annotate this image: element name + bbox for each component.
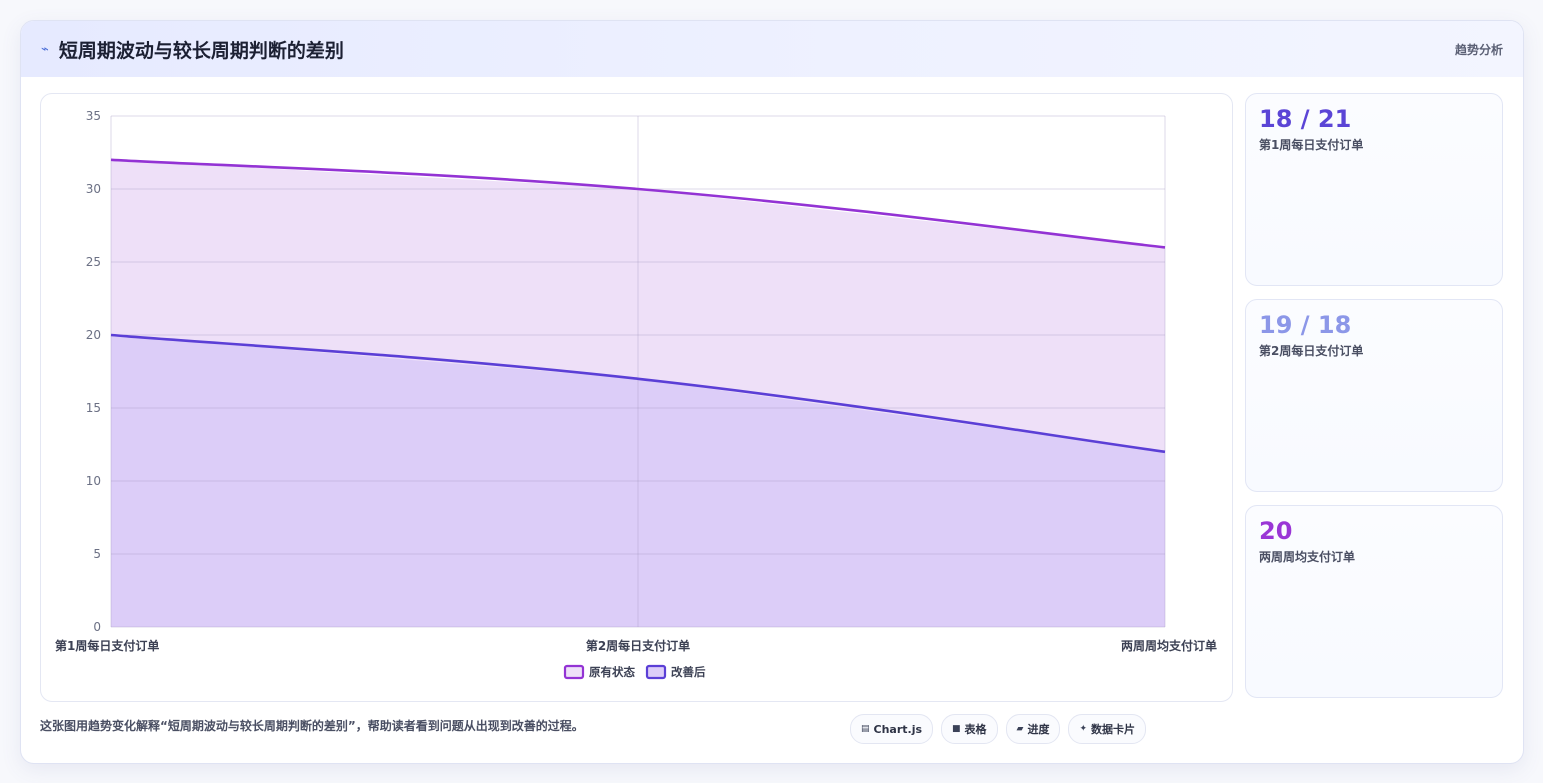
x-tick-label: 第1周每日支付订单 — [55, 638, 159, 653]
stat-card-week2: 19 / 18 第2周每日支付订单 — [1245, 299, 1503, 492]
stat-value: 20 — [1259, 517, 1293, 545]
category-tag: 趋势分析 — [1454, 42, 1503, 57]
area-chart: 0 5 10 15 20 25 30 35 第1周每日支付订单 第2周每日支付订单 两周周均支付订单… — [55, 109, 1217, 680]
y-tick-label: 25 — [86, 255, 101, 269]
y-tick-label: 15 — [86, 401, 101, 415]
stat-label: 第2周每日支付订单 — [1259, 344, 1364, 358]
y-tick-label: 20 — [86, 328, 101, 342]
table-icon: ■ — [952, 724, 961, 734]
chart-caption: 这张图用趋势变化解释“短周期波动与较长周期判断的差别”，帮助读者看到问题从出现到… — [40, 719, 584, 733]
x-tick-label: 第2周每日支付订单 — [586, 638, 690, 653]
stat-label: 第1周每日支付订单 — [1259, 138, 1364, 152]
chip-data-card[interactable]: ✦ 数据卡片 — [1068, 714, 1147, 744]
stat-value: 19 / 18 — [1259, 311, 1352, 339]
legend-label-0: 原有状态 — [589, 665, 635, 679]
area-fill-1 — [111, 335, 1165, 627]
legend-label-1: 改善后 — [671, 665, 706, 679]
y-tick-label: 35 — [86, 109, 101, 123]
x-tick-label: 两周周均支付订单 — [1121, 638, 1217, 653]
stat-card-average: 20 两周周均支付订单 — [1245, 505, 1503, 698]
feature-chips: ▤ Chart.js ■ 表格 ▰ 进度 ✦ 数据卡片 — [850, 714, 1147, 744]
chip-label: 表格 — [964, 723, 987, 736]
trend-icon: ⌁ — [41, 41, 49, 57]
y-tick-label: 0 — [93, 620, 101, 634]
chip-chartjs[interactable]: ▤ Chart.js — [850, 714, 934, 744]
chart-icon: ▤ — [861, 724, 870, 734]
chart-card: ⌁ 短周期波动与较长周期判断的差别 趋势分析 0 5 10 15 20 25 30 35 第1周… — [20, 20, 1524, 764]
y-tick-label: 10 — [86, 474, 101, 488]
legend-swatch-0 — [563, 664, 585, 680]
chart-panel: 0 5 10 15 20 25 30 35 第1周每日支付订单 第2周每日支付订单 两周周均支付订单… — [40, 93, 1233, 702]
card-header: ⌁ 短周期波动与较长周期判断的差别 趋势分析 — [21, 21, 1523, 77]
chip-label: Chart.js — [873, 722, 923, 736]
stat-label: 两周周均支付订单 — [1259, 550, 1356, 564]
chip-progress[interactable]: ▰ 进度 — [1005, 714, 1061, 744]
card-title: 短周期波动与较长周期判断的差别 — [58, 39, 344, 62]
card-icon: ✦ — [1079, 724, 1088, 734]
stat-value: 18 / 21 — [1259, 105, 1352, 133]
series-line-0 — [110, 158, 1166, 249]
stat-card-week1: 18 / 21 第1周每日支付订单 — [1245, 93, 1503, 286]
y-tick-label: 30 — [86, 182, 101, 196]
chip-label: 进度 — [1027, 723, 1050, 736]
chip-table[interactable]: ■ 表格 — [941, 714, 998, 744]
progress-icon: ▰ — [1016, 724, 1024, 734]
series-line-1 — [110, 333, 1166, 454]
y-tick-label: 5 — [93, 547, 101, 561]
chip-label: 数据卡片 — [1091, 723, 1136, 736]
legend-swatch-1 — [645, 664, 667, 680]
